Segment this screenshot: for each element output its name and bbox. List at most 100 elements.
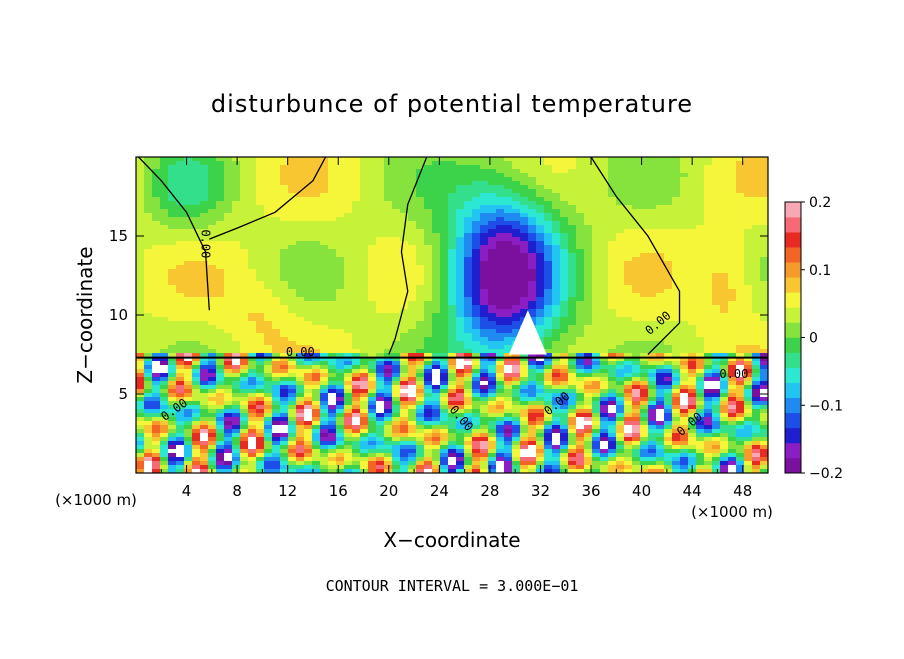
field-cell xyxy=(408,365,417,370)
field-cell xyxy=(200,201,209,206)
field-cell xyxy=(592,397,601,402)
field-cell xyxy=(536,209,545,214)
field-cell xyxy=(216,381,225,386)
field-cell xyxy=(352,233,361,238)
field-cell xyxy=(672,217,681,222)
field-cell xyxy=(720,253,729,258)
field-cell xyxy=(136,333,145,338)
field-cell xyxy=(304,269,313,274)
field-cell xyxy=(344,273,353,278)
field-cell xyxy=(184,249,193,254)
field-cell xyxy=(400,173,409,178)
field-cell xyxy=(576,373,585,378)
field-cell xyxy=(248,333,257,338)
field-cell xyxy=(464,173,473,178)
field-cell xyxy=(680,313,689,318)
field-cell xyxy=(224,189,233,194)
field-cell xyxy=(584,333,593,338)
field-cell xyxy=(592,361,601,366)
field-cell xyxy=(440,329,449,334)
field-cell xyxy=(456,377,465,382)
field-cell xyxy=(560,221,569,226)
field-cell xyxy=(360,253,369,258)
field-cell xyxy=(544,285,553,290)
field-cell xyxy=(536,365,545,370)
field-cell xyxy=(536,213,545,218)
field-cell xyxy=(424,245,433,250)
field-cell xyxy=(320,321,329,326)
field-cell xyxy=(664,205,673,210)
field-cell xyxy=(648,325,657,330)
field-cell xyxy=(376,361,385,366)
field-cell xyxy=(600,241,609,246)
field-cell xyxy=(272,189,281,194)
field-cell xyxy=(368,321,377,326)
field-cell xyxy=(408,305,417,310)
field-cell xyxy=(472,321,481,326)
field-cell xyxy=(352,157,361,162)
field-cell xyxy=(256,237,265,242)
field-cell xyxy=(600,345,609,350)
field-cell xyxy=(344,389,353,394)
field-cell xyxy=(616,257,625,262)
field-cell xyxy=(672,197,681,202)
field-cell xyxy=(656,229,665,234)
field-cell xyxy=(184,277,193,282)
field-cell xyxy=(496,237,505,242)
field-cell xyxy=(280,317,289,322)
field-cell xyxy=(480,205,489,210)
field-cell xyxy=(272,157,281,162)
field-cell xyxy=(152,273,161,278)
field-cell xyxy=(704,337,713,342)
field-cell xyxy=(336,393,345,398)
field-cell xyxy=(432,173,441,178)
field-cell xyxy=(384,285,393,290)
field-cell xyxy=(160,201,169,206)
field-cell xyxy=(160,337,169,342)
field-cell xyxy=(456,265,465,270)
field-cell xyxy=(256,297,265,302)
field-cell xyxy=(192,293,201,298)
field-cell xyxy=(760,245,768,250)
field-cell xyxy=(144,297,153,302)
field-cell xyxy=(696,257,705,262)
field-cell xyxy=(480,369,489,374)
field-cell xyxy=(264,289,273,294)
field-cell xyxy=(736,201,745,206)
field-cell xyxy=(664,349,673,354)
field-cell xyxy=(216,365,225,370)
field-cell xyxy=(288,213,297,218)
field-cell xyxy=(352,265,361,270)
field-cell xyxy=(552,317,561,322)
field-cell xyxy=(160,369,169,374)
field-cell xyxy=(624,401,633,406)
field-cell xyxy=(648,361,657,366)
field-cell xyxy=(704,373,713,378)
field-cell xyxy=(256,181,265,186)
field-cell xyxy=(584,369,593,374)
field-cell xyxy=(432,373,441,378)
field-cell xyxy=(312,337,321,342)
field-cell xyxy=(256,265,265,270)
field-cell xyxy=(160,365,169,370)
field-cell xyxy=(360,385,369,390)
field-cell xyxy=(320,269,329,274)
field-cell xyxy=(144,257,153,262)
field-cell xyxy=(344,189,353,194)
field-cell xyxy=(664,385,673,390)
field-cell xyxy=(312,309,321,314)
field-cell xyxy=(688,273,697,278)
field-cell xyxy=(488,177,497,182)
field-cell xyxy=(464,209,473,214)
field-cell xyxy=(224,337,233,342)
field-cell xyxy=(392,225,401,230)
field-cell xyxy=(440,337,449,342)
field-cell xyxy=(632,281,641,286)
field-cell xyxy=(392,261,401,266)
field-cell xyxy=(704,185,713,190)
field-cell xyxy=(520,365,529,370)
field-cell xyxy=(400,373,409,378)
field-cell xyxy=(240,293,249,298)
field-cell xyxy=(320,169,329,174)
field-cell xyxy=(440,361,449,366)
